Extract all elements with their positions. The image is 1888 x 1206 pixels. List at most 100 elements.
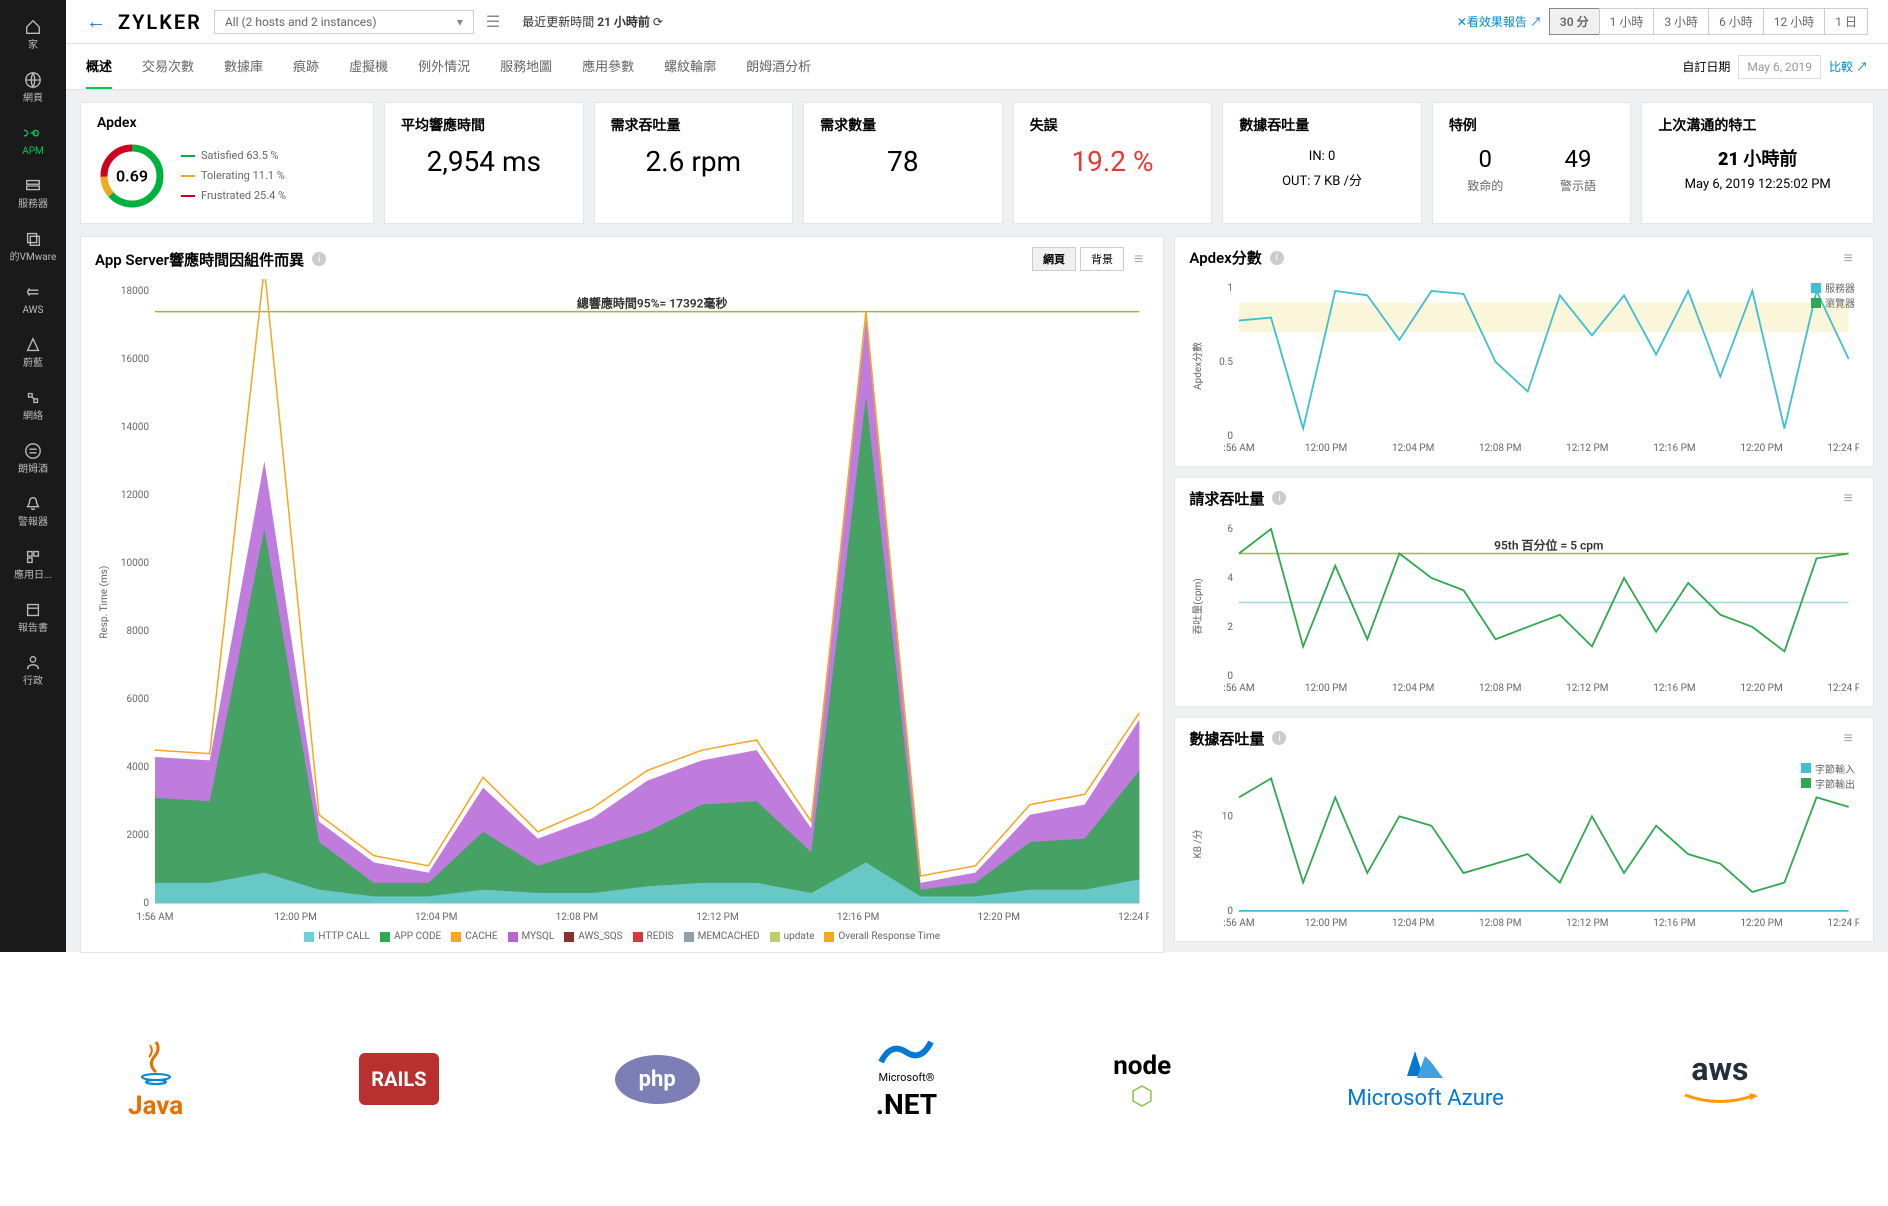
req-count-card: 需求數量78 (803, 102, 1003, 224)
svg-text:8000: 8000 (127, 626, 150, 637)
tab-4[interactable]: 虛擬機 (349, 44, 388, 89)
data-chart-title: 數據吞吐量 (1189, 728, 1264, 749)
svg-text:12:20 PM: 12:20 PM (1741, 918, 1783, 929)
chart-menu-icon[interactable]: ≡ (1838, 728, 1859, 748)
sidebar-item-bell[interactable]: 警報器 (0, 485, 66, 538)
svg-text:12:16 PM: 12:16 PM (837, 912, 879, 923)
info-icon[interactable]: i (312, 252, 326, 266)
tab-1[interactable]: 交易次數 (142, 44, 194, 89)
svg-text:KB /分: KB /分 (1192, 829, 1204, 858)
tab-9[interactable]: 朗姆酒分析 (746, 44, 811, 89)
chart-menu-icon[interactable]: ≡ (1838, 488, 1859, 508)
apdex-chart-title: Apdex分數 (1189, 247, 1261, 268)
sidebar-item-apm[interactable]: APM (0, 114, 66, 167)
response-time-chart-card: App Server響應時間因組件而異 i 網頁 背景 ≡ 0200040006… (80, 236, 1164, 953)
svg-text:12:04 PM: 12:04 PM (415, 912, 457, 923)
date-input[interactable]: May 6, 2019 (1738, 55, 1821, 79)
aws-logo: aws (1680, 1050, 1760, 1108)
svg-text:12:20 PM: 12:20 PM (1741, 683, 1783, 694)
svg-text:12:12 PM: 12:12 PM (1567, 918, 1609, 929)
refresh-icon[interactable]: ⟳ (653, 15, 663, 29)
svg-text:Resp. Time (ms): Resp. Time (ms) (98, 566, 110, 639)
svg-text:0: 0 (1228, 431, 1234, 442)
svg-text:14000: 14000 (121, 422, 149, 433)
tab-2[interactable]: 數據庫 (224, 44, 263, 89)
data-tp-card: 數據吞吐量 IN: 0OUT: 7 KB /分 (1222, 102, 1422, 224)
info-icon[interactable]: i (1272, 491, 1286, 505)
report-link[interactable]: ✕看效果報告 ↗ (1457, 13, 1542, 30)
svg-text:12:16 PM: 12:16 PM (1654, 683, 1696, 694)
svg-text:12:24 PM: 12:24 PM (1828, 918, 1859, 929)
svg-text:12:00 PM: 12:00 PM (1305, 918, 1347, 929)
time-btn-2[interactable]: 3 小時 (1653, 8, 1709, 35)
errors-card: 失誤19.2 % (1013, 102, 1213, 224)
svg-text:12:08 PM: 12:08 PM (1479, 918, 1521, 929)
avg-resp-title: 平均響應時間 (401, 115, 567, 135)
sidebar-item-aws[interactable]: AWS (0, 273, 66, 326)
sidebar: 家網頁APM服務器的VMwareAWS蔚藍網絡朗姆酒警報器應用日...報告書行政 (0, 0, 66, 952)
time-btn-5[interactable]: 1 日 (1824, 8, 1868, 35)
compare-link[interactable]: 比較 ↗ (1829, 58, 1868, 75)
chart-menu-icon[interactable]: ≡ (1838, 248, 1859, 268)
back-arrow[interactable]: ← (86, 9, 106, 34)
time-btn-3[interactable]: 6 小時 (1708, 8, 1764, 35)
sidebar-item-vmware[interactable]: 的VMware (0, 220, 66, 273)
svg-text::56 AM: :56 AM (1224, 918, 1255, 929)
svg-text:10000: 10000 (121, 558, 149, 569)
last-agent-date: May 6, 2019 12:25:02 PM (1658, 177, 1857, 192)
sidebar-item-admin[interactable]: 行政 (0, 644, 66, 697)
tab-8[interactable]: 螺紋輪廓 (664, 44, 716, 89)
svg-text:0: 0 (143, 898, 149, 909)
host-selector[interactable]: All (2 hosts and 2 instances) (214, 10, 474, 34)
avg-resp-value: 2,954 ms (401, 145, 567, 178)
tab-5[interactable]: 例外情況 (418, 44, 470, 89)
chart-menu-icon[interactable]: ≡ (1128, 249, 1149, 269)
svg-text:16000: 16000 (121, 354, 149, 365)
chart-tab-bg[interactable]: 背景 (1080, 247, 1124, 271)
data-tp-title: 數據吞吐量 (1239, 115, 1405, 135)
tab-0[interactable]: 概述 (86, 44, 112, 89)
sidebar-item-rum[interactable]: 朗姆酒 (0, 432, 66, 485)
req-throughput-card: 請求吞吐量i≡ 024695th 百分位 = 5 cpm:56 AM12:00 … (1174, 477, 1874, 707)
info-icon[interactable]: i (1272, 731, 1286, 745)
response-chart: 0200040006000800010000120001400016000180… (95, 279, 1149, 925)
sidebar-item-home[interactable]: 家 (0, 8, 66, 61)
apdex-legend: Satisfied 63.5 %Tolerating 11.1 %Frustra… (181, 146, 286, 205)
list-icon[interactable]: ☰ (486, 12, 500, 31)
time-btn-4[interactable]: 12 小時 (1763, 8, 1825, 35)
time-range: 30 分1 小時3 小時6 小時12 小時1 日 (1550, 8, 1868, 35)
sidebar-item-report[interactable]: 報告書 (0, 591, 66, 644)
tab-7[interactable]: 應用參數 (582, 44, 634, 89)
sidebar-item-azure[interactable]: 蔚藍 (0, 326, 66, 379)
warn-num: 49 (1542, 145, 1615, 173)
tab-6[interactable]: 服務地圖 (500, 44, 552, 89)
svg-text:12:04 PM: 12:04 PM (1392, 443, 1434, 454)
data-throughput-card: 數據吞吐量i≡ 010:56 AM12:00 PM12:04 PM12:08 P… (1174, 717, 1874, 942)
chart-tab-web[interactable]: 網頁 (1032, 247, 1076, 271)
sidebar-item-network[interactable]: 網絡 (0, 379, 66, 432)
sidebar-item-globe[interactable]: 網頁 (0, 61, 66, 114)
svg-text:18000: 18000 (121, 286, 149, 297)
metrics-row: Apdex 0.69 Satisfied 63.5 %Tolerating 11… (66, 90, 1888, 236)
tab-3[interactable]: 痕跡 (293, 44, 319, 89)
sidebar-item-apps[interactable]: 應用日... (0, 538, 66, 591)
apdex-card: Apdex 0.69 Satisfied 63.5 %Tolerating 11… (80, 102, 374, 224)
rails-logo: RAILS (359, 1053, 438, 1105)
sidebar-item-server[interactable]: 服務器 (0, 167, 66, 220)
time-btn-0[interactable]: 30 分 (1549, 8, 1600, 35)
svg-text:12:20 PM: 12:20 PM (1741, 443, 1783, 454)
data-out: OUT: 7 KB /分 (1239, 170, 1405, 195)
svg-text:4: 4 (1228, 573, 1234, 584)
svg-text:12:24 PM: 12:24 PM (1828, 443, 1859, 454)
svg-text:2000: 2000 (127, 830, 150, 841)
svg-text:12:12 PM: 12:12 PM (1567, 443, 1609, 454)
errors-value: 19.2 % (1030, 145, 1196, 178)
data-in: IN: 0 (1239, 145, 1405, 170)
last-agent-card: 上次溝通的特工21 小時前May 6, 2019 12:25:02 PM (1641, 102, 1874, 224)
info-icon[interactable]: i (1270, 251, 1284, 265)
time-btn-1[interactable]: 1 小時 (1599, 8, 1655, 35)
svg-text:10: 10 (1222, 811, 1234, 822)
req-count-value: 78 (820, 145, 986, 178)
special-card: 特例0致命的49警示語 (1432, 102, 1632, 224)
svg-text:12:00 PM: 12:00 PM (1305, 443, 1347, 454)
